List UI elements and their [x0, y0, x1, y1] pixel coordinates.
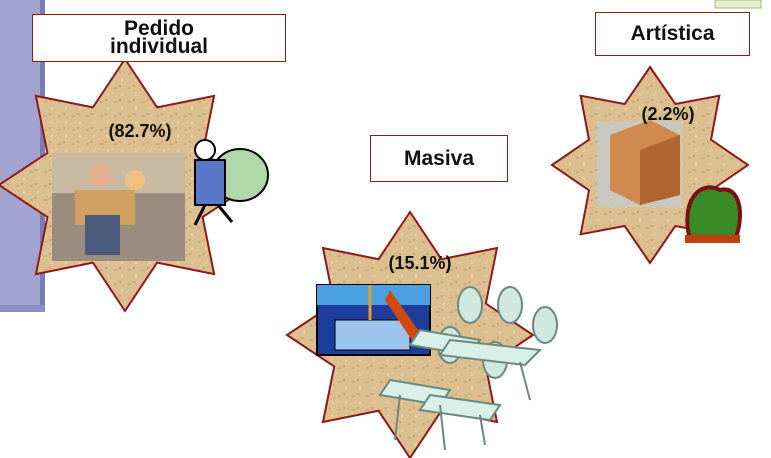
label-masiva: Masiva — [370, 135, 508, 182]
label-text: Pedido individual — [109, 17, 208, 58]
label-individual: Pedido individual — [32, 14, 286, 62]
share-individual: (82.7%) — [108, 121, 172, 141]
label-artistica: Artística — [595, 12, 750, 56]
clipart-chairs — [378, 286, 558, 451]
share-artistica: (2.2%) — [641, 104, 695, 124]
clipart-family — [52, 153, 185, 261]
corner-tab — [714, 0, 762, 9]
share-masiva: (15.1%) — [388, 253, 452, 273]
clipart-boxes — [597, 120, 682, 207]
side-bar-foot — [0, 305, 45, 312]
clipart-chair-art — [685, 185, 742, 243]
clipart-mover — [193, 139, 269, 226]
